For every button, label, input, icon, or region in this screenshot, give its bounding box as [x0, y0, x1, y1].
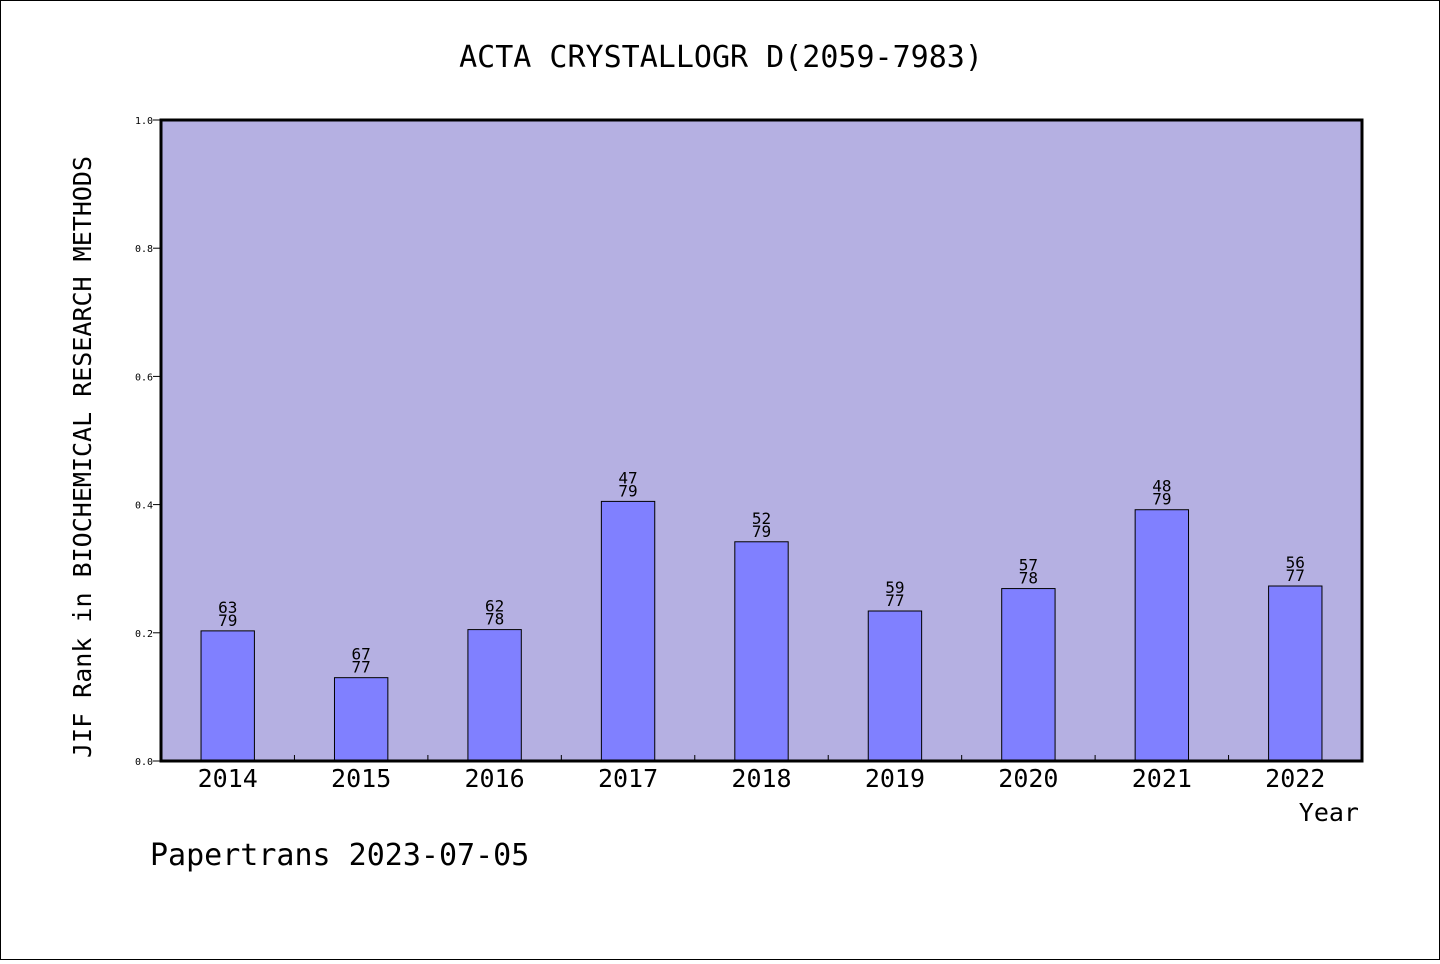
footer-text: Papertrans 2023-07-05	[150, 838, 529, 873]
bar-rank-label: 67	[352, 645, 371, 664]
bar-total-label: 79	[218, 611, 237, 630]
y-axis-ticks: 0.0 0.2 0.4 0.6 0.8 1.0	[135, 116, 161, 768]
y-tick-label: 1.0	[135, 116, 153, 127]
x-tick-label: 2019	[865, 764, 925, 793]
bar-total-label: 77	[1286, 566, 1305, 585]
x-tick-label: 2014	[198, 764, 258, 793]
x-axis-ticks: 2014 2015 2016 2017 2018 2019 2020 2021 2022	[198, 755, 1325, 793]
x-tick-label: 2021	[1132, 764, 1192, 793]
bar-2019	[867, 610, 923, 762]
y-tick-label: 0.0	[135, 757, 153, 768]
bar-rank-label: 62	[485, 597, 504, 616]
bar-rank-label: 59	[885, 578, 904, 597]
bar-total-label: 78	[1019, 569, 1038, 588]
bar-total-label: 79	[618, 481, 637, 500]
bar-rank-label: 48	[1152, 477, 1171, 496]
bar-rank-label: 47	[618, 468, 637, 487]
bars-group	[200, 500, 1323, 762]
bar-2020	[1001, 588, 1056, 762]
bar-total-label: 77	[885, 591, 904, 610]
y-tick-label: 0.2	[135, 629, 153, 640]
bar-2018	[734, 541, 789, 762]
plot-border	[159, 118, 1364, 763]
x-tick-label: 2015	[331, 764, 391, 793]
bar-2017	[600, 500, 656, 762]
bar-rank-label: 57	[1019, 556, 1038, 575]
bar-2014	[200, 630, 255, 762]
x-tick-label: 2022	[1265, 764, 1325, 793]
chart-title: ACTA CRYSTALLOGR D(2059-7983)	[459, 40, 983, 75]
x-tick-label: 2016	[465, 764, 525, 793]
y-tick-label: 0.6	[135, 372, 153, 383]
bar-total-label: 78	[485, 610, 504, 629]
bar-rank-label: 52	[752, 509, 771, 528]
bar-2016	[467, 629, 522, 762]
bar-2021	[1134, 509, 1190, 762]
y-tick-label: 0.8	[135, 244, 153, 255]
y-axis-label: JIF Rank in BIOCHEMICAL RESEARCH METHODS	[68, 156, 97, 758]
bar-rank-label: 56	[1286, 553, 1305, 572]
x-axis-label: Year	[1299, 798, 1359, 827]
x-tick-label: 2018	[731, 764, 791, 793]
x-tick-label: 2017	[598, 764, 658, 793]
bar-total-label: 79	[1152, 490, 1171, 509]
y-tick-label: 0.4	[135, 501, 153, 512]
bar-rank-label: 63	[218, 598, 237, 617]
bar-total-label: 79	[752, 522, 771, 541]
bar-2022	[1268, 585, 1323, 762]
bar-total-label: 77	[352, 658, 371, 677]
x-tick-label: 2020	[998, 764, 1058, 793]
bar-2015	[333, 677, 389, 762]
